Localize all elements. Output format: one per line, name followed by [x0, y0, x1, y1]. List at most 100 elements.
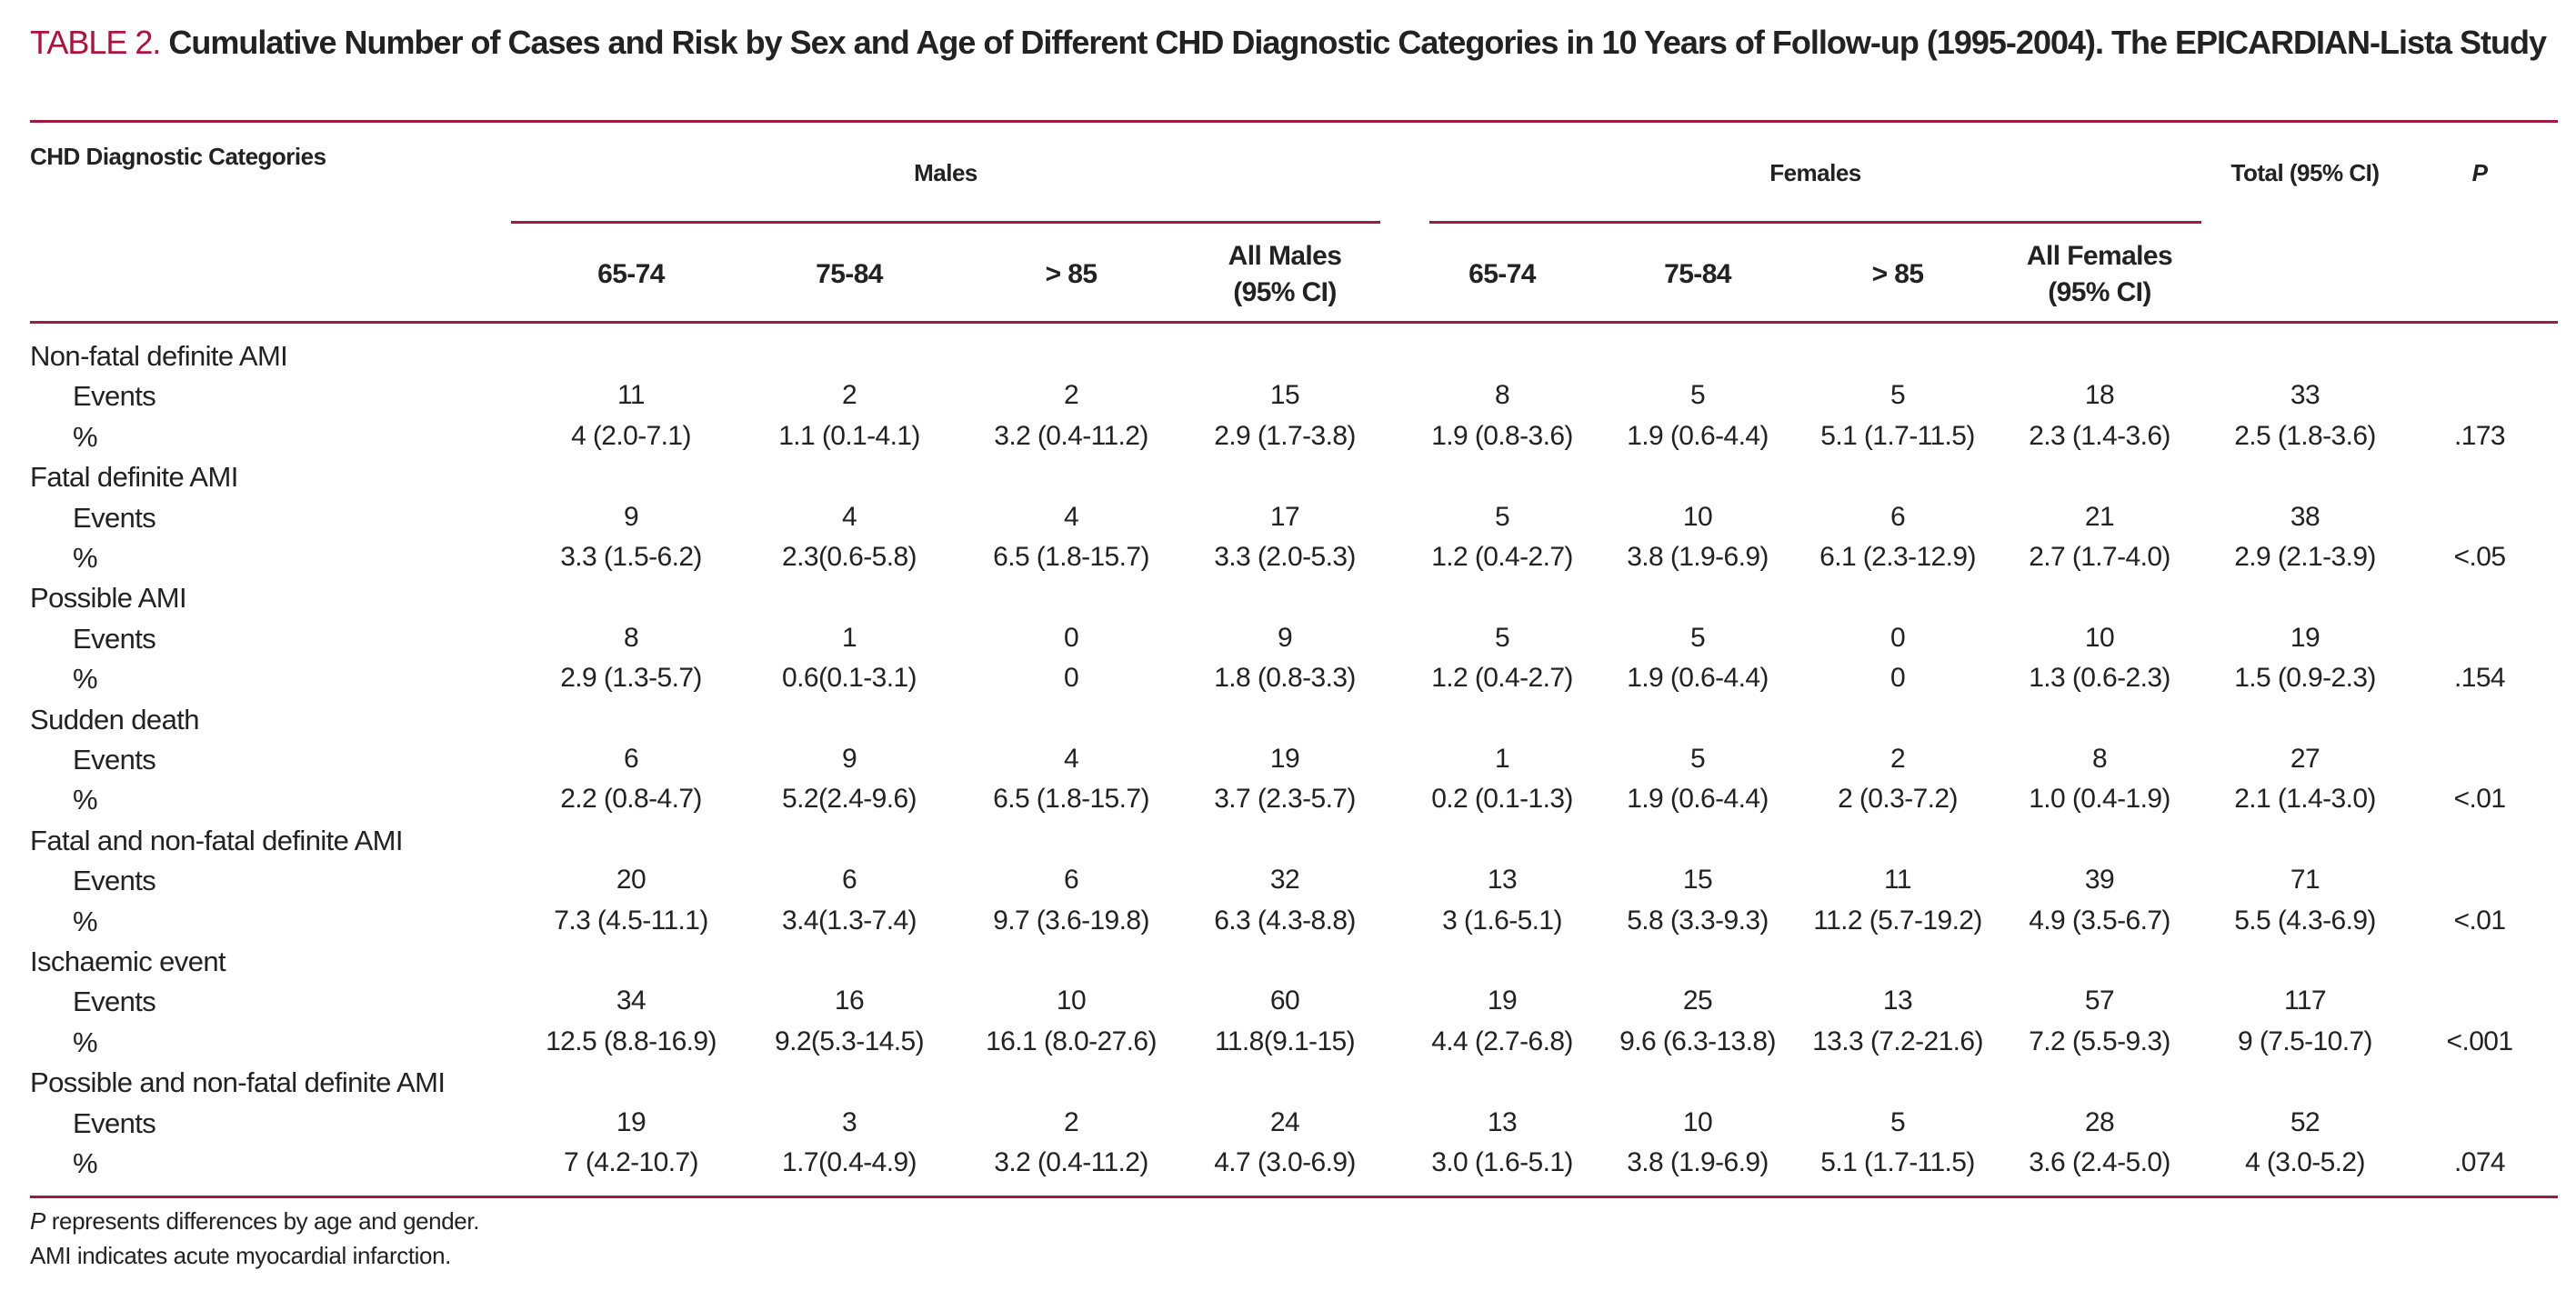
table-cell: 5.1 (1.7-11.5)	[1820, 420, 1975, 451]
footnote-1: P represents differences by age and gend…	[30, 1207, 479, 1236]
table-cell: 2	[841, 380, 857, 411]
table-cell: 6.3 (4.3-8.8)	[1214, 905, 1356, 936]
table-label: TABLE 2.	[30, 24, 161, 61]
table-cell: 9	[841, 744, 857, 774]
table-cell: 0	[1889, 622, 1906, 653]
table-cell: 52	[2290, 1106, 2320, 1137]
bottom-rule	[30, 1196, 2558, 1198]
table-cell: 60	[1269, 986, 1300, 1016]
table-cell: 9.7 (3.6-19.8)	[993, 905, 1149, 936]
table-cell: 33	[2290, 380, 2320, 411]
table-cell: 1.5 (0.9-2.3)	[2234, 663, 2376, 694]
row-category: Fatal and non-fatal definite AMI	[30, 824, 404, 856]
table-cell: 20	[616, 865, 647, 896]
table-cell: 3.7 (2.3-5.7)	[1214, 784, 1356, 815]
table-cell: 5	[1494, 622, 1510, 653]
table-cell: 2.1 (1.4-3.0)	[2234, 784, 2376, 815]
row-label-percent: %	[73, 663, 98, 696]
table-cell: 3.0 (1.6-5.1)	[1431, 1147, 1573, 1177]
table-cell: 1.8 (0.8-3.3)	[1214, 663, 1356, 694]
row-category: Sudden death	[30, 703, 199, 736]
row-label-percent: %	[73, 1147, 98, 1179]
row-category: Possible and non-fatal definite AMI	[30, 1066, 446, 1099]
row-label-percent: %	[73, 905, 98, 937]
table-cell: 4	[1063, 744, 1079, 774]
table-cell: 1.2 (0.4-2.7)	[1431, 542, 1573, 572]
row-label-events: Events	[73, 1106, 156, 1139]
table-cell: 10	[1682, 1106, 1713, 1137]
table-cell: 6	[1889, 501, 1906, 532]
table-cell: 7.3 (4.5-11.1)	[554, 905, 708, 936]
table-cell: <.01	[2453, 784, 2506, 815]
table-cell: 2.3 (1.4-3.6)	[2029, 420, 2170, 451]
table-cell: 5	[1889, 380, 1906, 411]
table-cell: 3.3 (1.5-6.2)	[560, 542, 702, 572]
table-cell: 5	[1689, 622, 1706, 653]
table-cell: <.001	[2446, 1026, 2514, 1056]
table-cell: 9.2(5.3-14.5)	[775, 1026, 925, 1056]
header-category: CHD Diagnostic Categories	[30, 143, 326, 170]
table-cell: 18	[2084, 380, 2115, 411]
table-cell: 5	[1689, 380, 1706, 411]
header-males: Males	[914, 159, 977, 186]
row-label-events: Events	[73, 744, 156, 776]
table-cell: .173	[2454, 420, 2506, 451]
table-cell: 16	[834, 986, 865, 1016]
table-cell: 1.9 (0.6-4.4)	[1627, 420, 1769, 451]
table-cell: 2 (0.3-7.2)	[1838, 784, 1958, 815]
table-cell: 9	[1277, 622, 1293, 653]
table-cell: 1.1 (0.1-4.1)	[778, 420, 920, 451]
table-cell: 5.5 (4.3-6.9)	[2234, 905, 2376, 936]
row-label-percent: %	[73, 784, 98, 816]
table-cell: 13	[1487, 1106, 1518, 1137]
table-cell: 10	[2084, 622, 2115, 653]
footnote-text: represents differences by age and gender…	[45, 1207, 480, 1235]
table-cell: <.05	[2453, 542, 2506, 572]
table-cell: 2.9 (1.7-3.8)	[1214, 420, 1356, 451]
column-header-6: > 85	[1871, 259, 1924, 289]
table-cell: 13	[1487, 865, 1518, 896]
table-cell: 9.6 (6.3-13.8)	[1619, 1026, 1776, 1056]
table-cell: 117	[2283, 986, 2327, 1016]
table-cell: .154	[2454, 663, 2506, 694]
table-cell: 3.6 (2.4-5.0)	[2029, 1147, 2170, 1177]
header-p: P	[2471, 159, 2488, 186]
table-cell: 19	[2290, 622, 2320, 653]
column-header-2: > 85	[1045, 259, 1098, 289]
table-cell: 11	[1884, 865, 1912, 896]
table-cell: 25	[1682, 986, 1713, 1016]
column-header-1: 75-84	[816, 259, 883, 289]
table-cell: 1.9 (0.8-3.6)	[1431, 420, 1573, 451]
table-cell: 15	[1682, 865, 1713, 896]
table-cell: 8	[623, 622, 639, 653]
table-cell: 5.8 (3.3-9.3)	[1627, 905, 1769, 936]
header-females: Females	[1769, 159, 1861, 186]
table-cell: 7.2 (5.5-9.3)	[2029, 1026, 2170, 1056]
table-cell: 15	[1269, 380, 1300, 411]
table-cell: 1.7(0.4-4.9)	[782, 1147, 917, 1177]
table-cell: 2.9 (1.3-5.7)	[560, 663, 702, 694]
table-cell: 5	[1889, 1106, 1906, 1137]
table-cell: 7 (4.2-10.7)	[564, 1147, 698, 1177]
table-cell: 2.5 (1.8-3.6)	[2234, 420, 2376, 451]
table-cell: 13	[1882, 986, 1913, 1016]
table-cell: 5	[1494, 501, 1510, 532]
table-cell: 5.2(2.4-9.6)	[782, 784, 917, 815]
table-cell: 3.4(1.3-7.4)	[782, 905, 917, 936]
table-cell: 4.9 (3.5-6.7)	[2029, 905, 2170, 936]
table-cell: 5.1 (1.7-11.5)	[1820, 1147, 1975, 1177]
header-total: Total (95% CI)	[2230, 159, 2380, 186]
column-header-3: All Males	[1228, 241, 1342, 271]
column-header-0: 65-74	[597, 259, 665, 289]
table-cell: 3.8 (1.9-6.9)	[1627, 542, 1769, 572]
table-cell: 6	[623, 744, 639, 774]
table-cell: 4	[1063, 501, 1079, 532]
table-cell: 6	[1063, 865, 1079, 896]
table-cell: 71	[2290, 865, 2320, 896]
table-title: TABLE 2. Cumulative Number of Cases and …	[30, 16, 2558, 69]
table-cell: 27	[2290, 744, 2320, 774]
top-rule	[30, 120, 2558, 123]
row-category: Non-fatal definite AMI	[30, 340, 288, 372]
table-cell: 19	[1269, 744, 1300, 774]
table-cell: 3.2 (0.4-11.2)	[994, 1147, 1148, 1177]
